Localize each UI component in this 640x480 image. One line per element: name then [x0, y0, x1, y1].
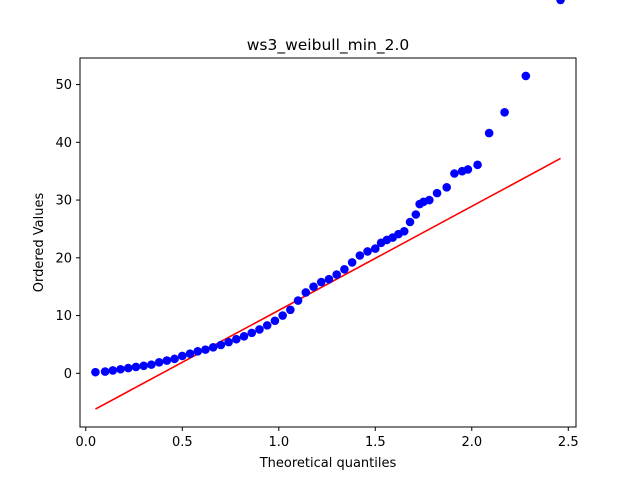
- data-point: [100, 367, 110, 376]
- y-axis-ticks: 0 10 20 30 40 50: [55, 78, 80, 382]
- data-point: [286, 305, 295, 315]
- data-point: [432, 188, 442, 198]
- data-point: [216, 340, 226, 350]
- data-point: [399, 226, 409, 236]
- data-point: [473, 160, 482, 170]
- fit-line-layer: [95, 157, 561, 410]
- y-tick-label: 30: [55, 194, 72, 209]
- fit-line: [95, 157, 561, 410]
- data-point: [177, 351, 187, 361]
- data-point: [170, 354, 179, 364]
- x-tick-label: 0.5: [172, 435, 193, 450]
- data-point: [262, 321, 272, 330]
- data-point: [332, 270, 341, 279]
- y-tick-label: 40: [55, 136, 72, 151]
- x-tick-label: 0.0: [75, 435, 96, 450]
- data-point: [208, 343, 218, 352]
- data-point: [347, 258, 357, 267]
- y-tick-label: 10: [55, 309, 72, 324]
- x-tick-label: 2.5: [558, 435, 579, 450]
- data-point: [162, 356, 172, 365]
- data-point: [147, 360, 156, 369]
- data-point: [484, 128, 494, 138]
- x-tick-label: 2.0: [461, 435, 482, 450]
- data-point: [363, 247, 372, 256]
- data-point: [185, 349, 195, 358]
- data-point: [442, 183, 451, 192]
- data-point: [201, 345, 210, 354]
- data-point: [370, 244, 380, 253]
- data-point: [91, 367, 100, 377]
- data-point: [193, 347, 203, 356]
- data-point: [301, 288, 311, 297]
- axes-frame: [79, 57, 577, 428]
- data-point: [108, 366, 118, 375]
- data-point: [139, 361, 148, 371]
- y-tick-label: 20: [55, 251, 72, 266]
- data-point: [355, 251, 365, 260]
- data-point: [232, 334, 241, 344]
- data-point: [247, 328, 257, 338]
- x-tick-label: 1.0: [268, 435, 289, 450]
- data-point: [425, 195, 434, 205]
- y-axis-label: Ordered Values: [32, 193, 47, 293]
- data-point: [154, 358, 164, 367]
- y-tick-label: 50: [55, 78, 72, 93]
- y-tick-label: 0: [64, 367, 72, 382]
- data-points-layer: [91, 0, 565, 377]
- data-point: [324, 274, 334, 284]
- data-point: [293, 296, 303, 305]
- data-point: [239, 332, 249, 341]
- data-point: [270, 316, 280, 326]
- chart-title: ws3_weibull_min_2.0: [247, 36, 410, 55]
- x-tick-label: 1.5: [365, 435, 386, 450]
- plot-area: [91, 0, 565, 410]
- x-axis-ticks: 0.0 0.5 1.0 1.5 2.0 2.5: [75, 427, 579, 450]
- x-axis-label: Theoretical quantiles: [259, 456, 397, 471]
- data-point: [131, 362, 141, 372]
- data-point: [463, 165, 473, 174]
- data-point: [316, 277, 326, 287]
- data-point: [123, 363, 133, 373]
- data-point: [278, 311, 287, 320]
- data-point: [521, 71, 531, 81]
- data-point: [340, 265, 349, 274]
- data-point: [405, 217, 415, 227]
- data-point: [116, 364, 125, 374]
- data-point: [224, 337, 233, 347]
- data-point: [309, 282, 318, 291]
- data-point: [450, 169, 459, 178]
- data-point: [556, 0, 565, 5]
- data-point: [411, 210, 421, 219]
- data-point: [500, 107, 509, 117]
- data-point: [255, 325, 264, 334]
